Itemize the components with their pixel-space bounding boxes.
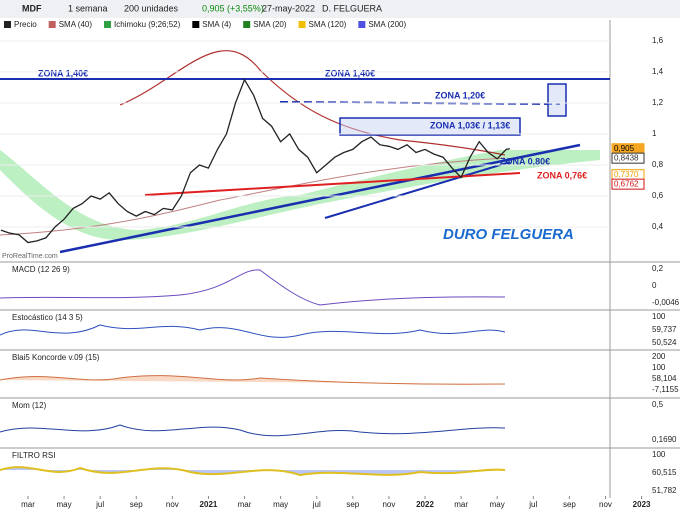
- price-label-box: [611, 178, 645, 190]
- x-tick-label: nov: [166, 500, 179, 509]
- legend-swatch: [104, 21, 112, 28]
- chart-title: DURO FELGUERA: [443, 226, 574, 243]
- zone-box: [339, 117, 521, 136]
- sma-line: [119, 50, 506, 156]
- units[interactable]: 200 unidades: [124, 3, 179, 13]
- period[interactable]: 1 semana: [68, 3, 108, 13]
- panel-axis-label: 50,524: [652, 338, 677, 347]
- zone-line: [279, 101, 561, 105]
- y-tick-label: 1,4: [652, 67, 664, 76]
- x-tick-label: mar: [21, 500, 35, 509]
- panel-axis-label: 51,782: [652, 486, 677, 495]
- y-tick-label: 0,8: [652, 160, 664, 169]
- panel-axis-label: 58,104: [652, 374, 677, 383]
- legend-label: SMA (20): [253, 20, 287, 29]
- koncorde-area: [0, 375, 506, 385]
- stoch-line: [0, 324, 506, 338]
- y-tick-label: 1: [652, 129, 657, 138]
- annotation: ZONA 1,40€: [38, 68, 88, 78]
- legend-swatch: [4, 21, 11, 28]
- panel-title: Mom (12): [12, 401, 47, 410]
- x-tick-label: jul: [528, 500, 537, 509]
- y-tick-label: 1,2: [652, 98, 664, 107]
- x-tick-label: jul: [312, 500, 321, 509]
- panel-axis-label: 100: [652, 312, 666, 321]
- panel-title: Estocástico (14 3 5): [12, 313, 83, 322]
- panel-axis-label: -7,1155: [652, 385, 679, 394]
- panel-axis-label: 200: [652, 352, 666, 361]
- x-tick-label: 2021: [200, 500, 218, 509]
- price-label-box: [611, 152, 645, 164]
- legend-swatch: [48, 21, 56, 28]
- legend-label: SMA (120): [309, 20, 347, 29]
- x-tick-label: jul: [95, 500, 104, 509]
- panel-axis-label: 0: [652, 281, 657, 290]
- x-tick-label: 2023: [633, 500, 651, 509]
- annotation: ZONA 1,20€: [435, 90, 485, 100]
- legend: Precio SMA (40) Ichimoku (9;26;52) SMA (4) S…: [4, 20, 406, 29]
- toolbar: [0, 0, 680, 18]
- panel-axis-label: -0,0046: [652, 298, 680, 307]
- panel-axis-label: 0,5: [652, 400, 664, 409]
- annotation: ZONA 0,76€: [537, 170, 587, 180]
- x-tick-label: nov: [599, 500, 612, 509]
- trend-line: [59, 143, 581, 254]
- legend-label: SMA (4): [202, 20, 231, 29]
- legend-swatch: [298, 21, 306, 28]
- annotation: ZONA 0,80€: [500, 156, 550, 166]
- panel-axis-label: 0,1690: [652, 435, 677, 444]
- legend-label: SMA (200): [368, 20, 406, 29]
- macd-line: [0, 269, 506, 306]
- price-label: 0,8438: [614, 153, 639, 162]
- price-label: 0,905: [614, 144, 635, 153]
- mom-line: [0, 424, 506, 437]
- symbol[interactable]: MDF: [22, 3, 42, 13]
- x-tick-label: 2022: [416, 500, 434, 509]
- x-tick-label: sep: [563, 500, 576, 509]
- legend-label: Precio: [14, 20, 37, 29]
- date: 27-may-2022: [262, 3, 315, 13]
- panel-axis-label: 59,737: [652, 325, 677, 334]
- x-tick-label: may: [490, 500, 505, 509]
- trend-line: [324, 161, 511, 219]
- x-tick-label: mar: [238, 500, 252, 509]
- x-tick-label: mar: [454, 500, 468, 509]
- legend-swatch: [243, 21, 251, 28]
- x-tick-label: sep: [346, 500, 359, 509]
- zone-box: [547, 83, 567, 117]
- rsi-area: [0, 466, 506, 477]
- annotation: ZONA 1,40€: [325, 68, 375, 78]
- source: ProRealTime.com: [2, 253, 58, 260]
- instrument-name: D. FELGUERA: [322, 3, 382, 13]
- x-tick-label: sep: [130, 500, 143, 509]
- support-line: [144, 172, 521, 196]
- price-label: 0,6762: [614, 179, 639, 188]
- legend-label: SMA (40): [59, 20, 93, 29]
- legend-swatch: [192, 21, 200, 28]
- x-tick-label: nov: [382, 500, 395, 509]
- panel-axis-label: 0,2: [652, 264, 664, 273]
- y-tick-label: 0,6: [652, 191, 664, 200]
- y-tick-label: 1,6: [652, 36, 664, 45]
- legend-label: Ichimoku (9;26;52): [114, 20, 181, 29]
- annotation: ZONA 1,03€ / 1,13€: [430, 120, 510, 130]
- price-label: 0,7370: [614, 170, 639, 179]
- x-tick-label: may: [273, 500, 288, 509]
- x-tick-label: may: [57, 500, 72, 509]
- panel-title: Blai5 Koncorde v.09 (15): [12, 353, 100, 362]
- quote: 0,905 (+3,55%): [202, 3, 264, 13]
- panel-axis-label: 100: [652, 363, 666, 372]
- panel-title: MACD (12 26 9): [12, 265, 70, 274]
- price-line: [0, 78, 510, 244]
- panel-axis-label: 60,515: [652, 468, 677, 477]
- legend-swatch: [358, 21, 366, 28]
- y-tick-label: 0,4: [652, 222, 664, 231]
- panel-title: FILTRO RSI: [12, 451, 55, 460]
- panel-axis-label: 100: [652, 450, 666, 459]
